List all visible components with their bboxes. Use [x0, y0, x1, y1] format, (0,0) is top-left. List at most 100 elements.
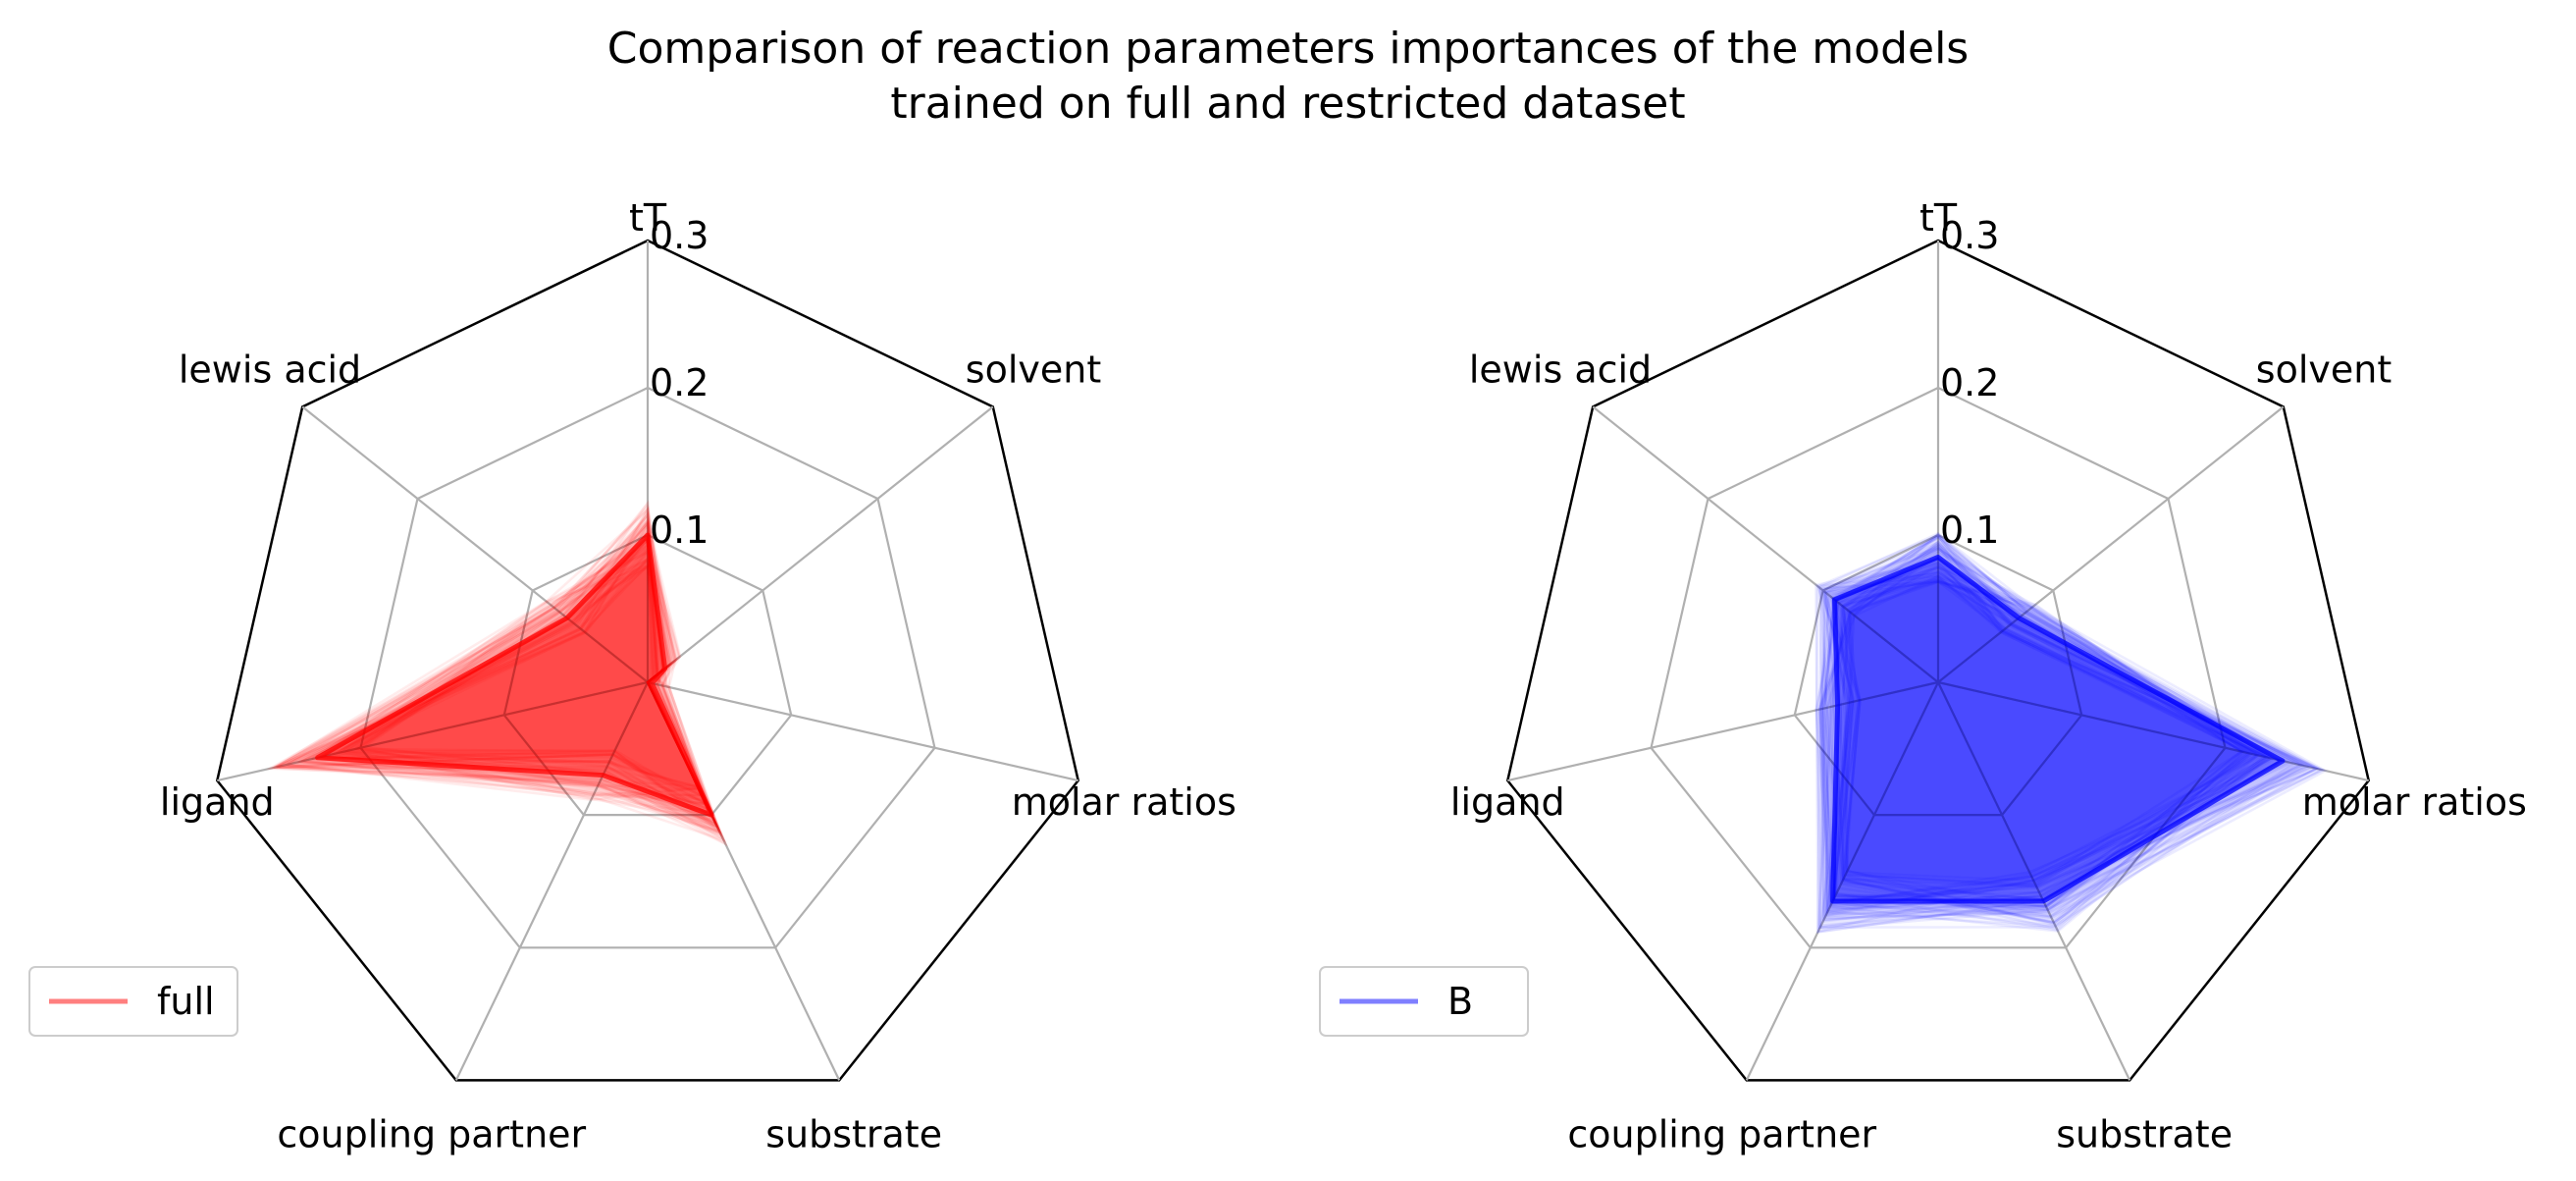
- grid-ring: [1793, 533, 2083, 817]
- ensemble-trace: [1820, 569, 2267, 929]
- ensemble-trace: [1818, 574, 2304, 901]
- spoke: [1937, 680, 2369, 782]
- spoke: [1745, 681, 1939, 1081]
- axis-label-coupling-partner: coupling partner: [1567, 1112, 1876, 1155]
- ensemble-trace: [1838, 547, 2260, 883]
- r-tick-label: 0.1: [1940, 509, 1999, 552]
- legend-box: [1319, 966, 1529, 1037]
- ensemble-trace: [1823, 534, 2319, 918]
- r-tick-label: 0.2: [650, 361, 709, 404]
- ensemble-trace: [1831, 551, 2261, 912]
- axis-label-molar-ratios: molar ratios: [2302, 780, 2527, 824]
- spoke: [647, 405, 994, 683]
- radar-frame: [215, 239, 1080, 1082]
- r-tick-label: 0.2: [1940, 361, 1999, 404]
- axis-label-lewis-acid: lewis acid: [1469, 348, 1652, 391]
- ensemble-trace: [1818, 544, 2319, 920]
- ensemble-trace: [271, 522, 713, 817]
- legend: B: [1319, 966, 1529, 1037]
- r-tick-label: 0.3: [650, 214, 709, 257]
- ensemble-trace: [1817, 546, 2251, 931]
- axis-label-lewis-acid: lewis acid: [179, 348, 361, 391]
- ensemble-trace: [1831, 534, 2270, 918]
- ensemble-trace: [1816, 554, 2274, 905]
- series-main-trace: [1830, 555, 2286, 904]
- spoke: [1937, 405, 2285, 683]
- series-main-trace: [315, 532, 714, 818]
- ensemble-trace: [1814, 557, 2285, 924]
- ensemble-trace: [1821, 533, 2271, 914]
- legend-box: [28, 966, 238, 1037]
- legend: full: [28, 966, 238, 1037]
- ensemble-trace: [1825, 574, 2251, 901]
- chart-title-line-1: Comparison of reaction parameters import…: [606, 24, 1970, 74]
- chart-title-line-2: trained on full and restricted dataset: [890, 79, 1686, 129]
- radar-panel-1: 0.1 0.2 0.3tT solvent molar ratios substrate c…: [28, 196, 1236, 1155]
- ensemble-trace: [276, 517, 724, 838]
- legend-label: B: [1447, 980, 1473, 1023]
- series-B: [1814, 531, 2329, 934]
- ensemble-trace: [344, 544, 719, 829]
- radar-frame: [1505, 239, 2371, 1082]
- ensemble-trace: [284, 529, 701, 802]
- spokes: [217, 241, 1078, 1081]
- ensemble-trace: [1830, 540, 2316, 905]
- r-tick-label: 0.3: [1940, 214, 1999, 257]
- axis-label-solvent: solvent: [966, 348, 1101, 391]
- axis-label-ligand: ligand: [160, 780, 275, 824]
- axis-label-tT: tT: [629, 196, 667, 240]
- ensemble-trace: [1841, 575, 2322, 888]
- ensemble-trace: [1834, 542, 2274, 901]
- ensemble-trace: [325, 535, 722, 834]
- grid-ring: [502, 533, 793, 817]
- ensemble-trace: [277, 517, 713, 816]
- ensemble-trace: [1824, 563, 2326, 916]
- ensemble-trace: [1844, 531, 2275, 886]
- axis-label-substrate: substrate: [2056, 1112, 2233, 1155]
- spoke: [1592, 405, 1939, 683]
- ensemble-trace: [350, 538, 701, 789]
- ensemble-trace: [273, 520, 720, 831]
- ensemble-trace: [1814, 572, 2283, 934]
- ensemble-trace: [350, 517, 718, 827]
- axis-label-substrate: substrate: [765, 1112, 942, 1155]
- axis-label-tT: tT: [1919, 196, 1958, 240]
- ensemble-trace: [1825, 576, 2247, 927]
- ensemble-trace: [311, 545, 715, 819]
- ensemble-trace: [1839, 580, 2243, 909]
- r-tick-label: 0.1: [650, 509, 709, 552]
- radar-panel-2: 0.1 0.2 0.3tT solvent molar ratios substrate c…: [1319, 196, 2527, 1155]
- axis-label-ligand: ligand: [1450, 780, 1565, 824]
- ensemble-trace: [1818, 556, 2300, 929]
- chart-title: Comparison of reaction parameters import…: [0, 22, 2576, 132]
- ensemble-trace: [1833, 549, 2279, 899]
- ensemble-trace: [1817, 531, 2311, 929]
- spoke: [454, 681, 649, 1081]
- spoke: [1937, 681, 2131, 1081]
- ensemble-trace: [292, 556, 722, 833]
- axis-label-solvent: solvent: [2256, 348, 2392, 391]
- ensemble-trace: [1823, 556, 2264, 918]
- spoke: [647, 680, 1078, 782]
- ensemble-trace: [1818, 580, 2253, 921]
- ensemble-trace: [339, 510, 705, 798]
- ensemble-trace: [1820, 564, 2276, 898]
- ensemble-trace: [1828, 542, 2266, 909]
- ensemble-trace: [1816, 544, 2269, 934]
- axis-label-molar-ratios: molar ratios: [1012, 780, 1236, 824]
- grid-ring: [1650, 386, 2227, 949]
- ensemble-trace: [1835, 565, 2260, 932]
- ensemble-trace: [274, 504, 702, 792]
- ensemble-trace: [1823, 570, 2304, 918]
- ensemble-trace: [271, 534, 709, 805]
- legend-label: full: [157, 980, 215, 1023]
- ensemble-trace: [1820, 536, 2310, 899]
- spoke: [217, 680, 649, 782]
- grid-ring: [359, 386, 936, 949]
- spoke: [301, 405, 649, 683]
- series-full: [265, 499, 728, 847]
- spokes: [1507, 241, 2369, 1081]
- axis-label-coupling-partner: coupling partner: [277, 1112, 586, 1155]
- ensemble-trace: [1818, 577, 2310, 915]
